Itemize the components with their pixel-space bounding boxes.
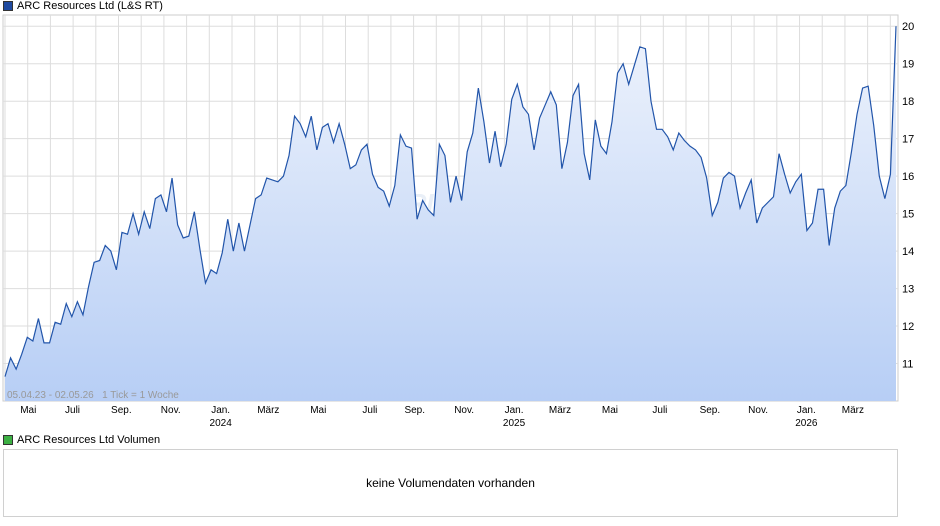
x-year-label: 2024 [210, 418, 233, 429]
y-tick-label: 11 [902, 359, 913, 371]
x-tick-label: März [842, 405, 864, 416]
volume-legend-label: ARC Resources Ltd Volumen [17, 434, 161, 446]
y-tick-label: 19 [902, 59, 914, 71]
price-legend-label: ARC Resources Ltd (L&S RT) [17, 0, 163, 12]
x-tick-label: Sep. [404, 405, 425, 416]
y-tick-label: 16 [902, 171, 914, 183]
price-line [4, 26, 897, 377]
x-tick-label: Nov. [454, 405, 474, 416]
x-tick-label: Sep. [700, 405, 721, 416]
y-axis: 11 12 13 14 15 16 17 18 19 20 [902, 21, 914, 370]
price-legend-swatch [3, 1, 13, 11]
x-tick-label: März [257, 405, 279, 416]
x-tick-label: Jan. [797, 405, 816, 416]
x-tick-label: Juli [362, 405, 377, 416]
y-tick-label: 12 [902, 321, 914, 333]
y-tick-label: 20 [902, 21, 914, 33]
date-range-info: 05.04.23 - 02.05.26 1 Tick = 1 Woche [7, 390, 179, 401]
x-tick-label: Juli [652, 405, 667, 416]
volume-chart: keine Volumendaten vorhanden [3, 449, 898, 517]
y-tick-label: 13 [902, 284, 914, 296]
x-tick-label: Nov. [748, 405, 768, 416]
volume-legend: ARC Resources Ltd Volumen [3, 434, 160, 446]
x-tick-label: Sep. [111, 405, 132, 416]
volume-legend-swatch [3, 435, 13, 445]
x-tick-label: Juli [65, 405, 80, 416]
x-tick-label: März [549, 405, 571, 416]
x-tick-label: Jan. [211, 405, 230, 416]
y-tick-label: 15 [902, 209, 914, 221]
x-tick-label: Mai [310, 405, 326, 416]
y-tick-label: 17 [902, 134, 914, 146]
volume-empty-message: keine Volumendaten vorhanden [366, 476, 535, 490]
x-tick-label: Mai [20, 405, 36, 416]
x-year-label: 2025 [503, 418, 526, 429]
y-tick-label: 18 [902, 96, 914, 108]
y-tick-label: 14 [902, 246, 914, 258]
price-area [5, 26, 896, 402]
x-tick-label: Nov. [161, 405, 181, 416]
price-legend: ARC Resources Ltd (L&S RT) [3, 0, 163, 12]
x-tick-label: Mai [602, 405, 618, 416]
x-year-label: 2026 [795, 418, 818, 429]
x-tick-label: Jan. [505, 405, 524, 416]
x-axis: Mai Juli Sep. Nov. Jan. 2024 März Mai Juli Sep. No… [20, 405, 864, 429]
